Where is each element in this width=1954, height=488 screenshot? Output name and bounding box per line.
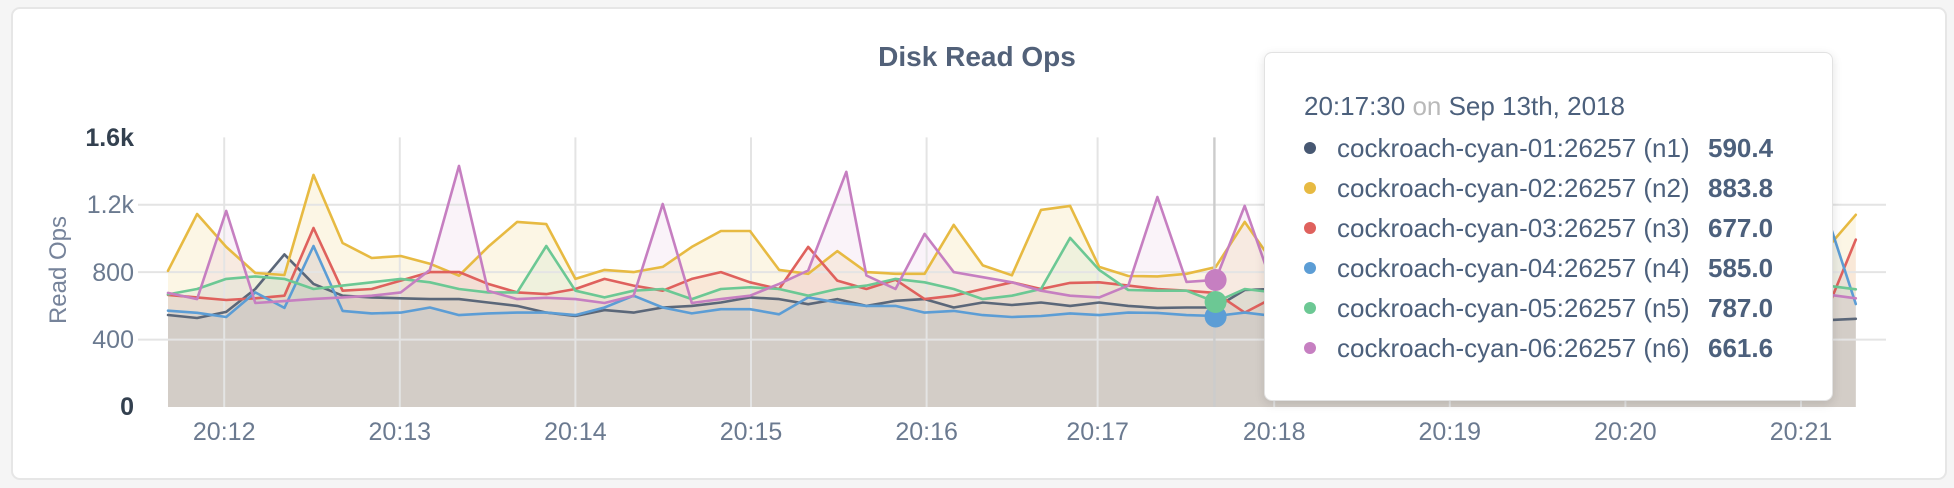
svg-text:800: 800 (92, 259, 134, 287)
svg-text:20:17: 20:17 (1066, 418, 1129, 446)
svg-text:20:12: 20:12 (193, 418, 256, 446)
svg-text:20:19: 20:19 (1419, 418, 1482, 446)
svg-text:20:13: 20:13 (369, 418, 432, 446)
svg-text:20:18: 20:18 (1243, 418, 1306, 446)
svg-text:1.2k: 1.2k (87, 191, 135, 219)
svg-text:20:16: 20:16 (895, 418, 958, 446)
svg-text:20:15: 20:15 (720, 418, 783, 446)
svg-text:20:21: 20:21 (1770, 418, 1833, 446)
svg-text:0: 0 (120, 393, 134, 421)
svg-text:20:14: 20:14 (544, 418, 607, 446)
svg-text:400: 400 (92, 326, 134, 354)
svg-text:Read Ops: Read Ops (45, 216, 72, 324)
svg-text:1.6k: 1.6k (85, 124, 134, 152)
svg-text:20:20: 20:20 (1594, 418, 1657, 446)
